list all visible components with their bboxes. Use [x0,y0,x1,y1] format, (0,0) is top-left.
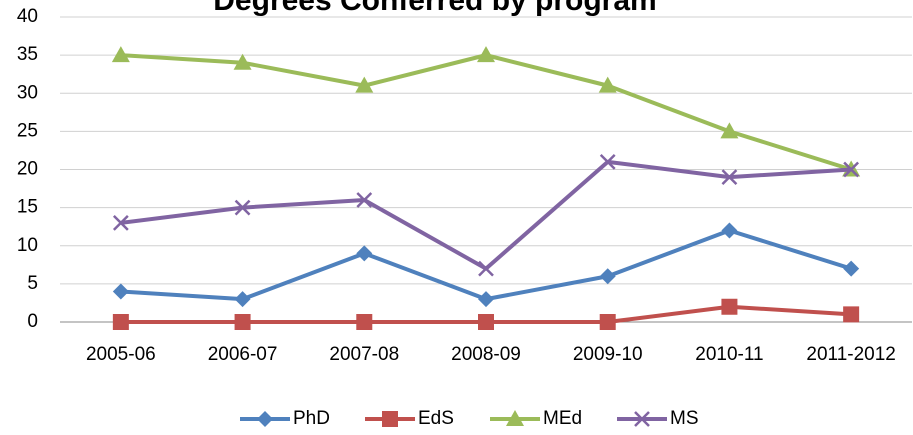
data-point [356,314,373,330]
data-point [112,314,129,330]
data-point [234,314,251,330]
data-point [112,283,129,300]
x-tick-label: 2010-11 [695,344,763,365]
chart-title: Degrees Conferred by program [213,0,656,17]
x-tick-label: 2005-06 [86,344,156,365]
y-tick-label: 35 [17,44,38,65]
y-tick-label: 40 [17,6,38,27]
legend-marker [634,411,650,427]
legend-marker [382,411,398,427]
data-point [598,76,617,93]
y-tick-label: 25 [17,120,38,141]
data-point [112,214,129,231]
y-tick-label: 30 [17,82,38,103]
x-tick-label: 2006-07 [208,344,278,365]
data-point [356,245,373,262]
data-point [478,260,494,277]
x-tick-label: 2007-08 [329,344,399,365]
data-point [599,268,616,285]
y-tick-label: 15 [17,197,38,218]
legend-label: EdS [418,408,454,429]
data-point [477,46,495,63]
legend-label: MS [670,408,699,429]
series-line [120,228,852,302]
data-point [599,314,616,330]
data-point [234,199,251,216]
legend-label: PhD [293,408,330,429]
data-point [234,291,251,308]
data-point [599,153,616,170]
data-point [721,169,738,186]
data-point [843,306,860,323]
legend-label: MEd [543,408,582,429]
data-point [843,260,860,277]
series-line [120,53,852,172]
data-point [478,291,494,308]
legend-marker [506,410,524,426]
x-tick-label: 2008-09 [451,344,521,365]
y-tick-label: 10 [17,235,38,256]
y-tick-label: 5 [27,273,38,294]
data-point [111,46,130,63]
data-point [478,314,494,330]
legend-marker [257,411,273,427]
x-tick-label: 2011-2012 [806,344,895,365]
data-point [356,192,373,208]
y-tick-label: 20 [17,159,38,180]
data-point [355,76,374,93]
series-line [120,159,852,271]
x-tick-label: 2009-10 [573,344,643,365]
data-point [720,122,739,139]
data-point [721,298,738,315]
data-point [721,222,738,239]
data-point [843,161,860,178]
data-point [233,53,252,70]
y-tick-label: 0 [27,311,38,332]
